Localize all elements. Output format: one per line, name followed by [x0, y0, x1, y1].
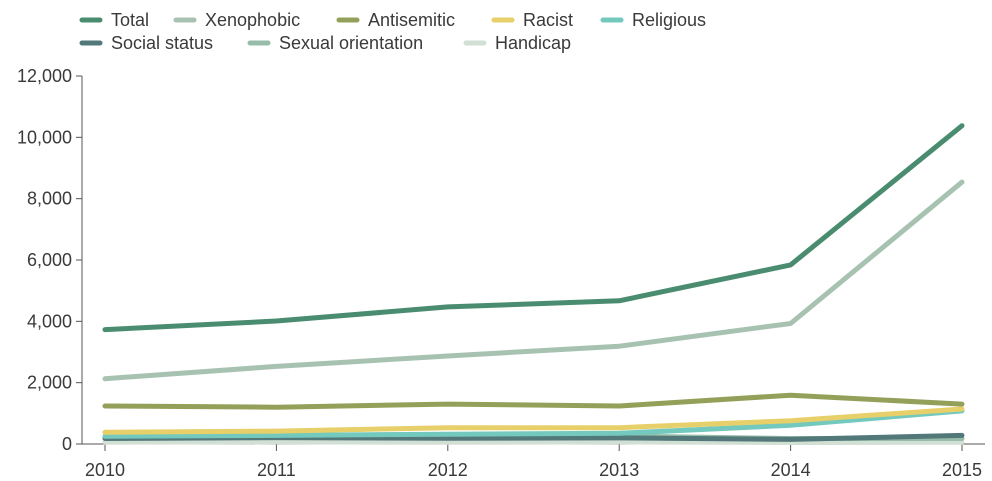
- legend-label: Total: [111, 10, 149, 30]
- legend-label: Racist: [523, 10, 573, 30]
- y-tick-label: 4,000: [27, 311, 72, 331]
- series-line-total: [102, 123, 965, 333]
- legend-item-xenophobic: Xenophobic: [173, 10, 300, 30]
- legend: Total Xenophobic Antisemitic Racist Religiou…: [79, 10, 706, 53]
- legend-label: Sexual orientation: [279, 33, 423, 53]
- y-tick-label: 6,000: [27, 250, 72, 270]
- series-line-antisemitic: [102, 392, 965, 410]
- x-tick-label: 2011: [257, 460, 296, 480]
- legend-label: Xenophobic: [205, 10, 300, 30]
- x-tick-label: 2013: [599, 460, 639, 480]
- y-tick-label: 10,000: [17, 127, 72, 147]
- series-line-handicap: [102, 439, 965, 445]
- legend-item-social-status: Social status: [79, 33, 213, 53]
- legend-item-sexual-orientation: Sexual orientation: [247, 33, 423, 53]
- x-tick-label: 2015: [942, 460, 982, 480]
- series-line-racist: [102, 406, 965, 435]
- x-axis: 2010 2011 2012 2013 2014 2015: [82, 443, 985, 480]
- legend-item-total: Total: [79, 10, 149, 30]
- plot-area: [102, 123, 965, 445]
- x-tick-label: 2012: [428, 460, 468, 480]
- y-axis: 0 2,000 4,000 6,000 8,000 10,000 12,000: [17, 66, 83, 454]
- series-line-xenophobic: [102, 179, 965, 382]
- y-tick-label: 0: [62, 434, 72, 454]
- y-tick-label: 8,000: [27, 189, 72, 209]
- x-tick-label: 2014: [771, 460, 811, 480]
- y-tick-label: 12,000: [17, 66, 72, 86]
- legend-item-antisemitic: Antisemitic: [336, 10, 455, 30]
- y-tick-label: 2,000: [27, 373, 72, 393]
- legend-label: Social status: [111, 33, 213, 53]
- series-line-religious: [102, 408, 965, 439]
- legend-label: Antisemitic: [368, 10, 455, 30]
- x-tick-label: 2010: [85, 460, 125, 480]
- legend-label: Religious: [632, 10, 706, 30]
- legend-item-handicap: Handicap: [463, 33, 571, 53]
- legend-label: Handicap: [495, 33, 571, 53]
- legend-item-religious: Religious: [600, 10, 706, 30]
- legend-item-racist: Racist: [491, 10, 573, 30]
